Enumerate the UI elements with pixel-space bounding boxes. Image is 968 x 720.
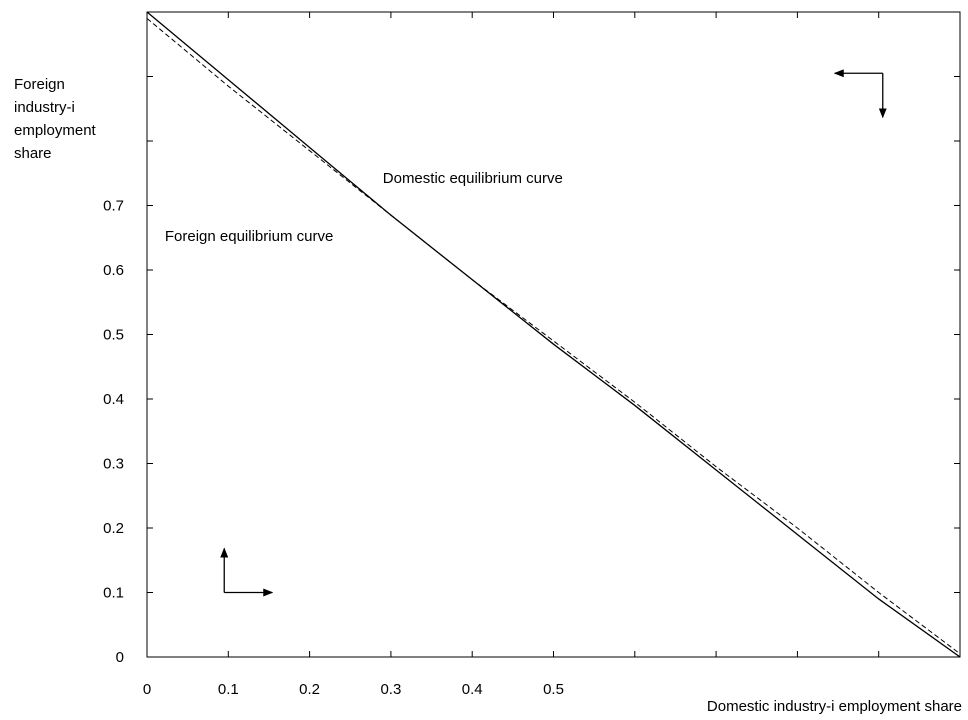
y-tick-label: 0.6 (103, 262, 124, 279)
y-axis-label-line: share (14, 145, 52, 162)
annotation-layer: Domestic equilibrium curve Foreign equili… (165, 170, 563, 245)
x-tick-label: 0.5 (543, 681, 564, 698)
x-tick-label: 0.2 (299, 681, 320, 698)
x-tick-label: 0.4 (462, 681, 483, 698)
x-tick-label: 0.3 (380, 681, 401, 698)
y-axis-label-line: employment (14, 122, 96, 139)
x-tick-label: 0.1 (218, 681, 239, 698)
y-tick-label: 0.3 (103, 456, 124, 473)
y-tick-label: 0.1 (103, 585, 124, 602)
x-axis-ticks: 0 0.1 0.2 0.3 0.4 0.5 (143, 12, 961, 698)
x-tick-label: 0 (143, 681, 151, 698)
y-tick-label: 0.4 (103, 391, 124, 408)
y-tick-label: 0 (116, 649, 124, 666)
curve-annotation: Foreign equilibrium curve (165, 228, 333, 245)
y-axis-label-line: industry-i (14, 99, 75, 116)
series-layer (146, 11, 961, 658)
y-axis-label-line: Foreign (14, 76, 65, 93)
domestic-curve-line (146, 18, 961, 655)
x-axis-label: Domestic industry-i employment share (707, 698, 962, 715)
y-axis-ticks: 0 0.1 0.2 0.3 0.4 0.5 0.6 0.7 (103, 11, 960, 666)
plot-frame (146, 11, 961, 658)
y-tick-label: 0.5 (103, 327, 124, 344)
arrow-layer (220, 69, 887, 597)
foreign-curve-line (146, 11, 961, 658)
y-tick-label: 0.7 (103, 198, 124, 215)
y-tick-label: 0.2 (103, 520, 124, 537)
curve-annotation: Domestic equilibrium curve (383, 170, 563, 187)
